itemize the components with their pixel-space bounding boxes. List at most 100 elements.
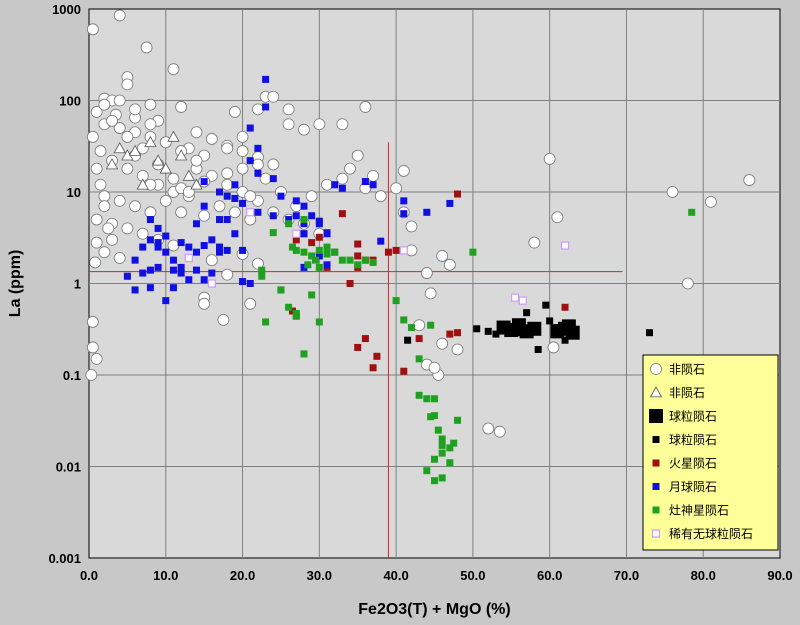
data-point xyxy=(404,336,412,344)
x-tick-label: 20.0 xyxy=(230,568,255,583)
data-point xyxy=(436,337,449,350)
data-point xyxy=(113,9,126,22)
data-point xyxy=(131,286,139,294)
data-point xyxy=(323,250,331,258)
data-point xyxy=(213,200,226,213)
legend-box xyxy=(642,354,779,551)
series-5 xyxy=(123,75,454,305)
x-tick-label: 50.0 xyxy=(460,568,485,583)
x-axis-title: Fe2O3(T) + MgO (%) xyxy=(358,601,510,618)
data-point xyxy=(269,229,277,237)
data-point xyxy=(236,162,249,175)
data-point xyxy=(547,341,560,354)
data-point xyxy=(269,175,277,183)
data-point xyxy=(167,130,180,142)
data-point xyxy=(423,467,431,475)
x-tick-label: 0.0 xyxy=(80,568,98,583)
data-point xyxy=(121,222,134,235)
data-point xyxy=(146,236,154,244)
data-point xyxy=(292,197,300,205)
data-point xyxy=(190,178,203,190)
data-point xyxy=(167,63,180,76)
data-point xyxy=(159,162,172,174)
data-point xyxy=(98,98,111,111)
series-2 xyxy=(496,318,580,340)
data-point xyxy=(420,267,433,279)
legend-marker xyxy=(649,409,663,423)
data-point xyxy=(106,233,118,246)
data-point xyxy=(492,330,500,338)
data-point xyxy=(446,199,454,207)
data-point xyxy=(351,149,364,162)
data-point xyxy=(315,318,323,326)
data-point xyxy=(259,172,272,185)
data-point xyxy=(177,269,185,277)
data-point xyxy=(246,280,254,287)
data-point xyxy=(743,174,756,186)
data-point xyxy=(146,284,154,292)
series-1 xyxy=(105,130,203,190)
data-point xyxy=(151,154,165,166)
legend-label: 灶神星陨石 xyxy=(669,504,729,518)
data-point xyxy=(551,211,564,224)
data-point xyxy=(192,220,200,228)
data-point xyxy=(216,243,224,251)
data-point xyxy=(407,324,415,332)
data-point xyxy=(443,258,456,271)
data-point xyxy=(144,118,157,131)
legend-marker xyxy=(649,386,663,398)
data-point xyxy=(154,239,162,247)
data-point xyxy=(518,296,527,305)
data-point xyxy=(292,310,300,318)
data-point xyxy=(159,194,172,207)
data-point xyxy=(221,142,234,155)
data-points xyxy=(85,9,756,485)
data-point xyxy=(369,364,377,372)
legend-marker xyxy=(652,459,660,467)
data-point xyxy=(415,335,423,343)
data-point xyxy=(304,261,312,269)
data-point xyxy=(167,172,180,185)
x-tick-label: 40.0 xyxy=(383,568,408,583)
data-point xyxy=(123,272,131,280)
data-point xyxy=(434,426,442,434)
data-point xyxy=(90,236,103,249)
data-point xyxy=(239,199,247,207)
data-point xyxy=(493,425,506,438)
data-point xyxy=(205,133,218,145)
data-point xyxy=(90,106,103,118)
data-point xyxy=(346,256,354,264)
y-axis-ticks: 0.001 0.01 0.1 1 10 100 1000 xyxy=(48,2,81,566)
data-point xyxy=(534,345,542,353)
data-point xyxy=(136,178,149,190)
data-point xyxy=(292,236,300,244)
data-point xyxy=(207,279,216,288)
data-point xyxy=(231,230,239,238)
data-point xyxy=(90,352,103,365)
y-tick-label: 0.01 xyxy=(56,460,81,475)
data-point xyxy=(515,329,523,337)
data-point xyxy=(561,319,576,334)
data-point xyxy=(154,243,162,251)
data-point xyxy=(169,256,177,264)
data-point xyxy=(139,243,147,251)
data-point xyxy=(431,412,438,420)
data-point xyxy=(285,303,293,311)
data-point xyxy=(405,220,418,233)
data-point xyxy=(282,103,295,116)
data-point xyxy=(139,269,147,277)
data-point xyxy=(136,227,149,240)
data-point xyxy=(258,272,266,280)
data-point xyxy=(451,343,464,356)
data-point xyxy=(223,192,231,200)
data-point xyxy=(258,266,266,274)
series-6 xyxy=(258,208,696,485)
y-tick-label: 0.1 xyxy=(63,368,81,383)
data-point xyxy=(390,182,403,195)
legend-label: 火星陨石 xyxy=(669,457,717,471)
data-point xyxy=(239,278,247,286)
data-point xyxy=(400,367,408,375)
data-point xyxy=(169,284,177,292)
data-point xyxy=(190,126,203,139)
data-point xyxy=(169,266,177,274)
